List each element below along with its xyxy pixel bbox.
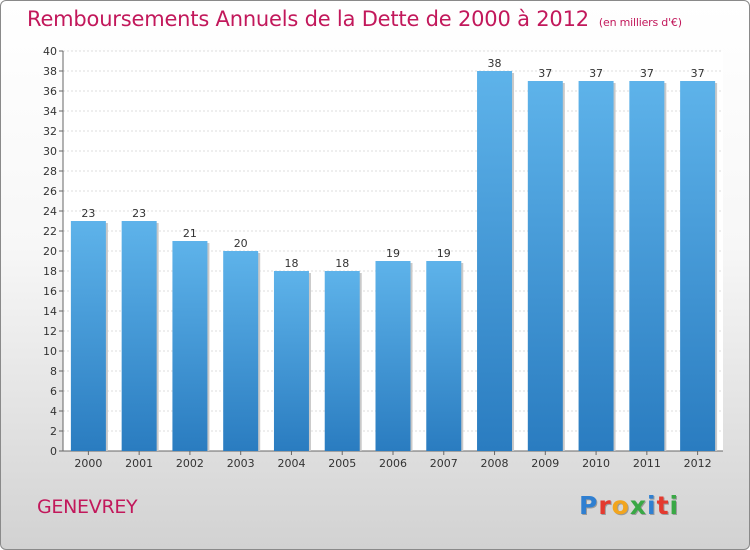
bar-value-label: 19: [386, 247, 400, 260]
commune-name: GENEVREY: [37, 496, 138, 518]
logo-letter: x: [629, 491, 647, 520]
y-tick-label: 18: [43, 265, 57, 278]
x-tick-label: 2012: [684, 457, 712, 470]
bar-value-label: 18: [284, 257, 298, 270]
x-tick-label: 2009: [531, 457, 559, 470]
y-tick-label: 0: [50, 445, 57, 458]
x-tick-label: 2006: [379, 457, 407, 470]
bar: [172, 241, 208, 451]
y-tick-label: 26: [43, 185, 57, 198]
x-tick-label: 2005: [328, 457, 356, 470]
bar-value-label: 37: [589, 67, 603, 80]
bar-value-label: 37: [640, 67, 654, 80]
bar: [629, 81, 665, 451]
x-tick-label: 2010: [582, 457, 610, 470]
proxiti-logo: Proxiti: [579, 491, 679, 520]
y-tick-label: 20: [43, 245, 57, 258]
x-tick-label: 2004: [277, 457, 305, 470]
y-tick-label: 4: [50, 405, 57, 418]
y-tick-label: 16: [43, 285, 57, 298]
bar-value-label: 37: [538, 67, 552, 80]
x-tick-label: 2000: [74, 457, 102, 470]
y-tick-label: 40: [43, 45, 57, 58]
y-tick-label: 28: [43, 165, 57, 178]
bar-value-label: 21: [183, 227, 197, 240]
logo-letter: o: [611, 491, 630, 520]
x-tick-label: 2008: [481, 457, 509, 470]
bar: [578, 81, 614, 451]
bar-value-label: 20: [234, 237, 248, 250]
logo-letter: t: [656, 491, 670, 520]
bar: [223, 251, 259, 451]
bar: [680, 81, 716, 451]
y-tick-label: 8: [50, 365, 57, 378]
bar: [273, 271, 309, 451]
y-tick-label: 14: [43, 305, 57, 318]
bar-value-label: 37: [691, 67, 705, 80]
y-tick-label: 38: [43, 65, 57, 78]
chart-subtitle: (en milliers d'€): [598, 16, 682, 29]
title-text: Remboursements Annuels de la Dette de 20…: [27, 7, 589, 31]
logo-letter: i: [647, 491, 657, 520]
y-tick-label: 36: [43, 85, 57, 98]
y-tick-label: 2: [50, 425, 57, 438]
bar: [426, 261, 462, 451]
x-tick-label: 2003: [227, 457, 255, 470]
logo-letter: i: [669, 491, 680, 520]
x-tick-label: 2002: [176, 457, 204, 470]
logo-letter: P: [579, 491, 599, 520]
y-tick-label: 24: [43, 205, 57, 218]
bar: [70, 221, 106, 451]
y-tick-label: 12: [43, 325, 57, 338]
bar: [477, 71, 513, 451]
bar-value-label: 23: [132, 207, 146, 220]
x-tick-label: 2011: [633, 457, 661, 470]
bar-value-label: 18: [335, 257, 349, 270]
x-tick-label: 2007: [430, 457, 458, 470]
y-tick-label: 22: [43, 225, 57, 238]
bar: [375, 261, 411, 451]
y-tick-label: 10: [43, 345, 57, 358]
logo-letter: r: [598, 491, 612, 520]
bar-value-label: 23: [81, 207, 95, 220]
bar-value-label: 38: [488, 57, 502, 70]
bar: [324, 271, 360, 451]
chart-title: Remboursements Annuels de la Dette de 20…: [27, 7, 682, 31]
bar-value-label: 19: [437, 247, 451, 260]
y-tick-label: 34: [43, 105, 57, 118]
x-tick-label: 2001: [125, 457, 153, 470]
y-tick-label: 32: [43, 125, 57, 138]
y-tick-label: 6: [50, 385, 57, 398]
bar: [527, 81, 563, 451]
y-tick-label: 30: [43, 145, 57, 158]
bar: [121, 221, 157, 451]
